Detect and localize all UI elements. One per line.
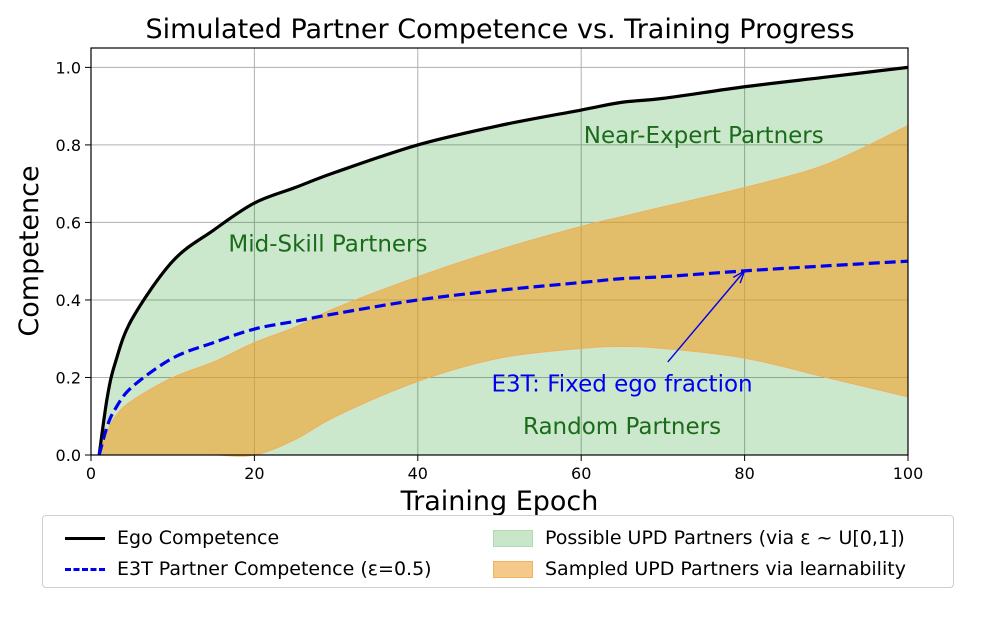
chart-title: Simulated Partner Competence vs. Trainin…: [145, 14, 854, 45]
legend-swatch-possible-upd: [493, 529, 533, 547]
annotation-arrow-head: [732, 269, 746, 284]
x-tick-label: 20: [244, 464, 264, 483]
region-label: Random Partners: [523, 414, 721, 440]
x-tick-label: 80: [734, 464, 754, 483]
annotation-label: E3T: Fixed ego fraction: [491, 371, 752, 397]
tick-layer: 0 20 40 60 80 100 0.0 0.2 0.4 0.6 0.8 1.0: [56, 58, 924, 483]
x-tick-label: 0: [86, 464, 96, 483]
label-layer: Near-Expert Partners Mid-Skill Partners Ra…: [228, 123, 823, 440]
legend-swatch-sampled-upd: [493, 560, 533, 578]
legend: Ego Competence E3T Partner Competence (ε…: [42, 515, 954, 588]
region-label: Mid-Skill Partners: [228, 232, 427, 258]
legend-label-sampled-upd: Sampled UPD Partners via learnability: [545, 558, 906, 580]
legend-item-ego: Ego Competence: [65, 527, 279, 549]
y-tick-label: 1.0: [56, 58, 81, 77]
legend-item-e3t: E3T Partner Competence (ε=0.5): [65, 558, 432, 580]
legend-swatch-e3t-line: [65, 567, 105, 571]
y-tick-label: 0.0: [56, 446, 81, 465]
chart: Simulated Partner Competence vs. Trainin…: [14, 14, 924, 515]
annotation-arrow-shaft: [667, 270, 746, 363]
legend-item-possible-upd: Possible UPD Partners (via ε ~ U[0,1]): [493, 527, 905, 549]
legend-label-e3t: E3T Partner Competence (ε=0.5): [117, 558, 432, 580]
legend-label-possible-upd: Possible UPD Partners (via ε ~ U[0,1]): [545, 527, 905, 549]
e3t-partner-line: [97, 259, 909, 456]
x-tick-label: 40: [408, 464, 428, 483]
legend-label-ego: Ego Competence: [117, 527, 280, 549]
region-label: Near-Expert Partners: [584, 123, 824, 149]
legend-item-sampled-upd: Sampled UPD Partners via learnability: [493, 558, 906, 580]
y-tick-label: 0.4: [56, 291, 81, 310]
x-tick-label: 100: [893, 464, 924, 483]
x-tick-label: 60: [571, 464, 591, 483]
plot-frame: [90, 47, 909, 456]
y-tick-label: 0.6: [56, 213, 81, 232]
y-tick-label: 0.8: [56, 136, 81, 155]
legend-swatch-ego-line: [65, 536, 105, 540]
ego-competence-line: [97, 65, 909, 456]
x-axis-label: Training Epoch: [400, 486, 599, 515]
y-axis-label: Competence: [14, 165, 45, 336]
y-tick-label: 0.2: [56, 368, 81, 387]
line-layer: [97, 65, 909, 456]
